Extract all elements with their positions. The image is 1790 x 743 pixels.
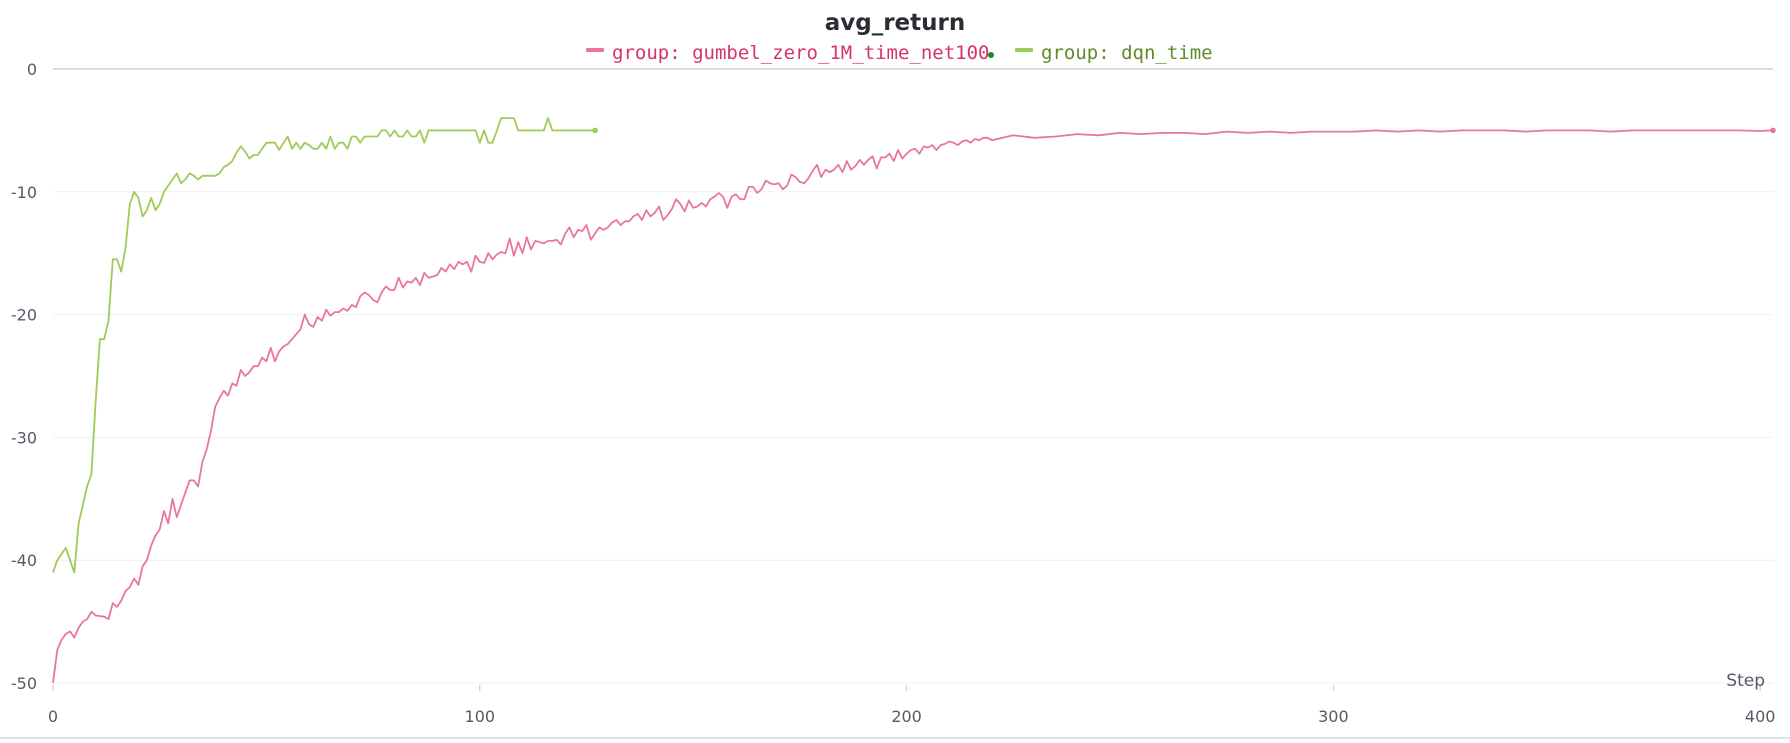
y-tick-label: -50 (11, 674, 37, 693)
series-endpoint-1 (592, 127, 598, 134)
x-axis-label: Step (1726, 671, 1765, 691)
legend-swatch-gumbel (586, 48, 604, 52)
y-tick-label: -30 (11, 428, 37, 447)
y-tick-label: -20 (11, 306, 37, 325)
x-tick-label: 200 (891, 707, 922, 726)
x-tick-label: 300 (1318, 707, 1349, 726)
y-tick-label: 0 (27, 60, 37, 79)
chart-title: avg_return (825, 10, 966, 36)
y-tick-label: -10 (11, 183, 37, 202)
legend-swatch-dqn (1015, 48, 1033, 52)
x-tick-label: 0 (48, 707, 58, 726)
y-tick-label: -40 (11, 551, 37, 570)
grid-lines (0, 68, 1790, 739)
series-line-1 (52, 117, 595, 574)
y-axis-ticks: 0 -10 -20 -30 -40 -50 (11, 60, 37, 693)
legend-label-dqn: group: dqn_time (1041, 42, 1213, 64)
legend-label-gumbel: group: gumbel_zero_1M_time_net100 (612, 42, 990, 64)
series-endpoint-0 (1770, 127, 1776, 134)
legend: group: gumbel_zero_1M_time_net100 group:… (586, 42, 1213, 64)
x-axis-ticks: 0 100 200 300 400 (48, 685, 1776, 726)
x-tick-label: 100 (465, 707, 496, 726)
series-layer (52, 117, 1776, 684)
x-tick-label: 400 (1745, 707, 1776, 726)
legend-separator-dot (988, 52, 994, 58)
series-line-0 (52, 129, 1774, 684)
